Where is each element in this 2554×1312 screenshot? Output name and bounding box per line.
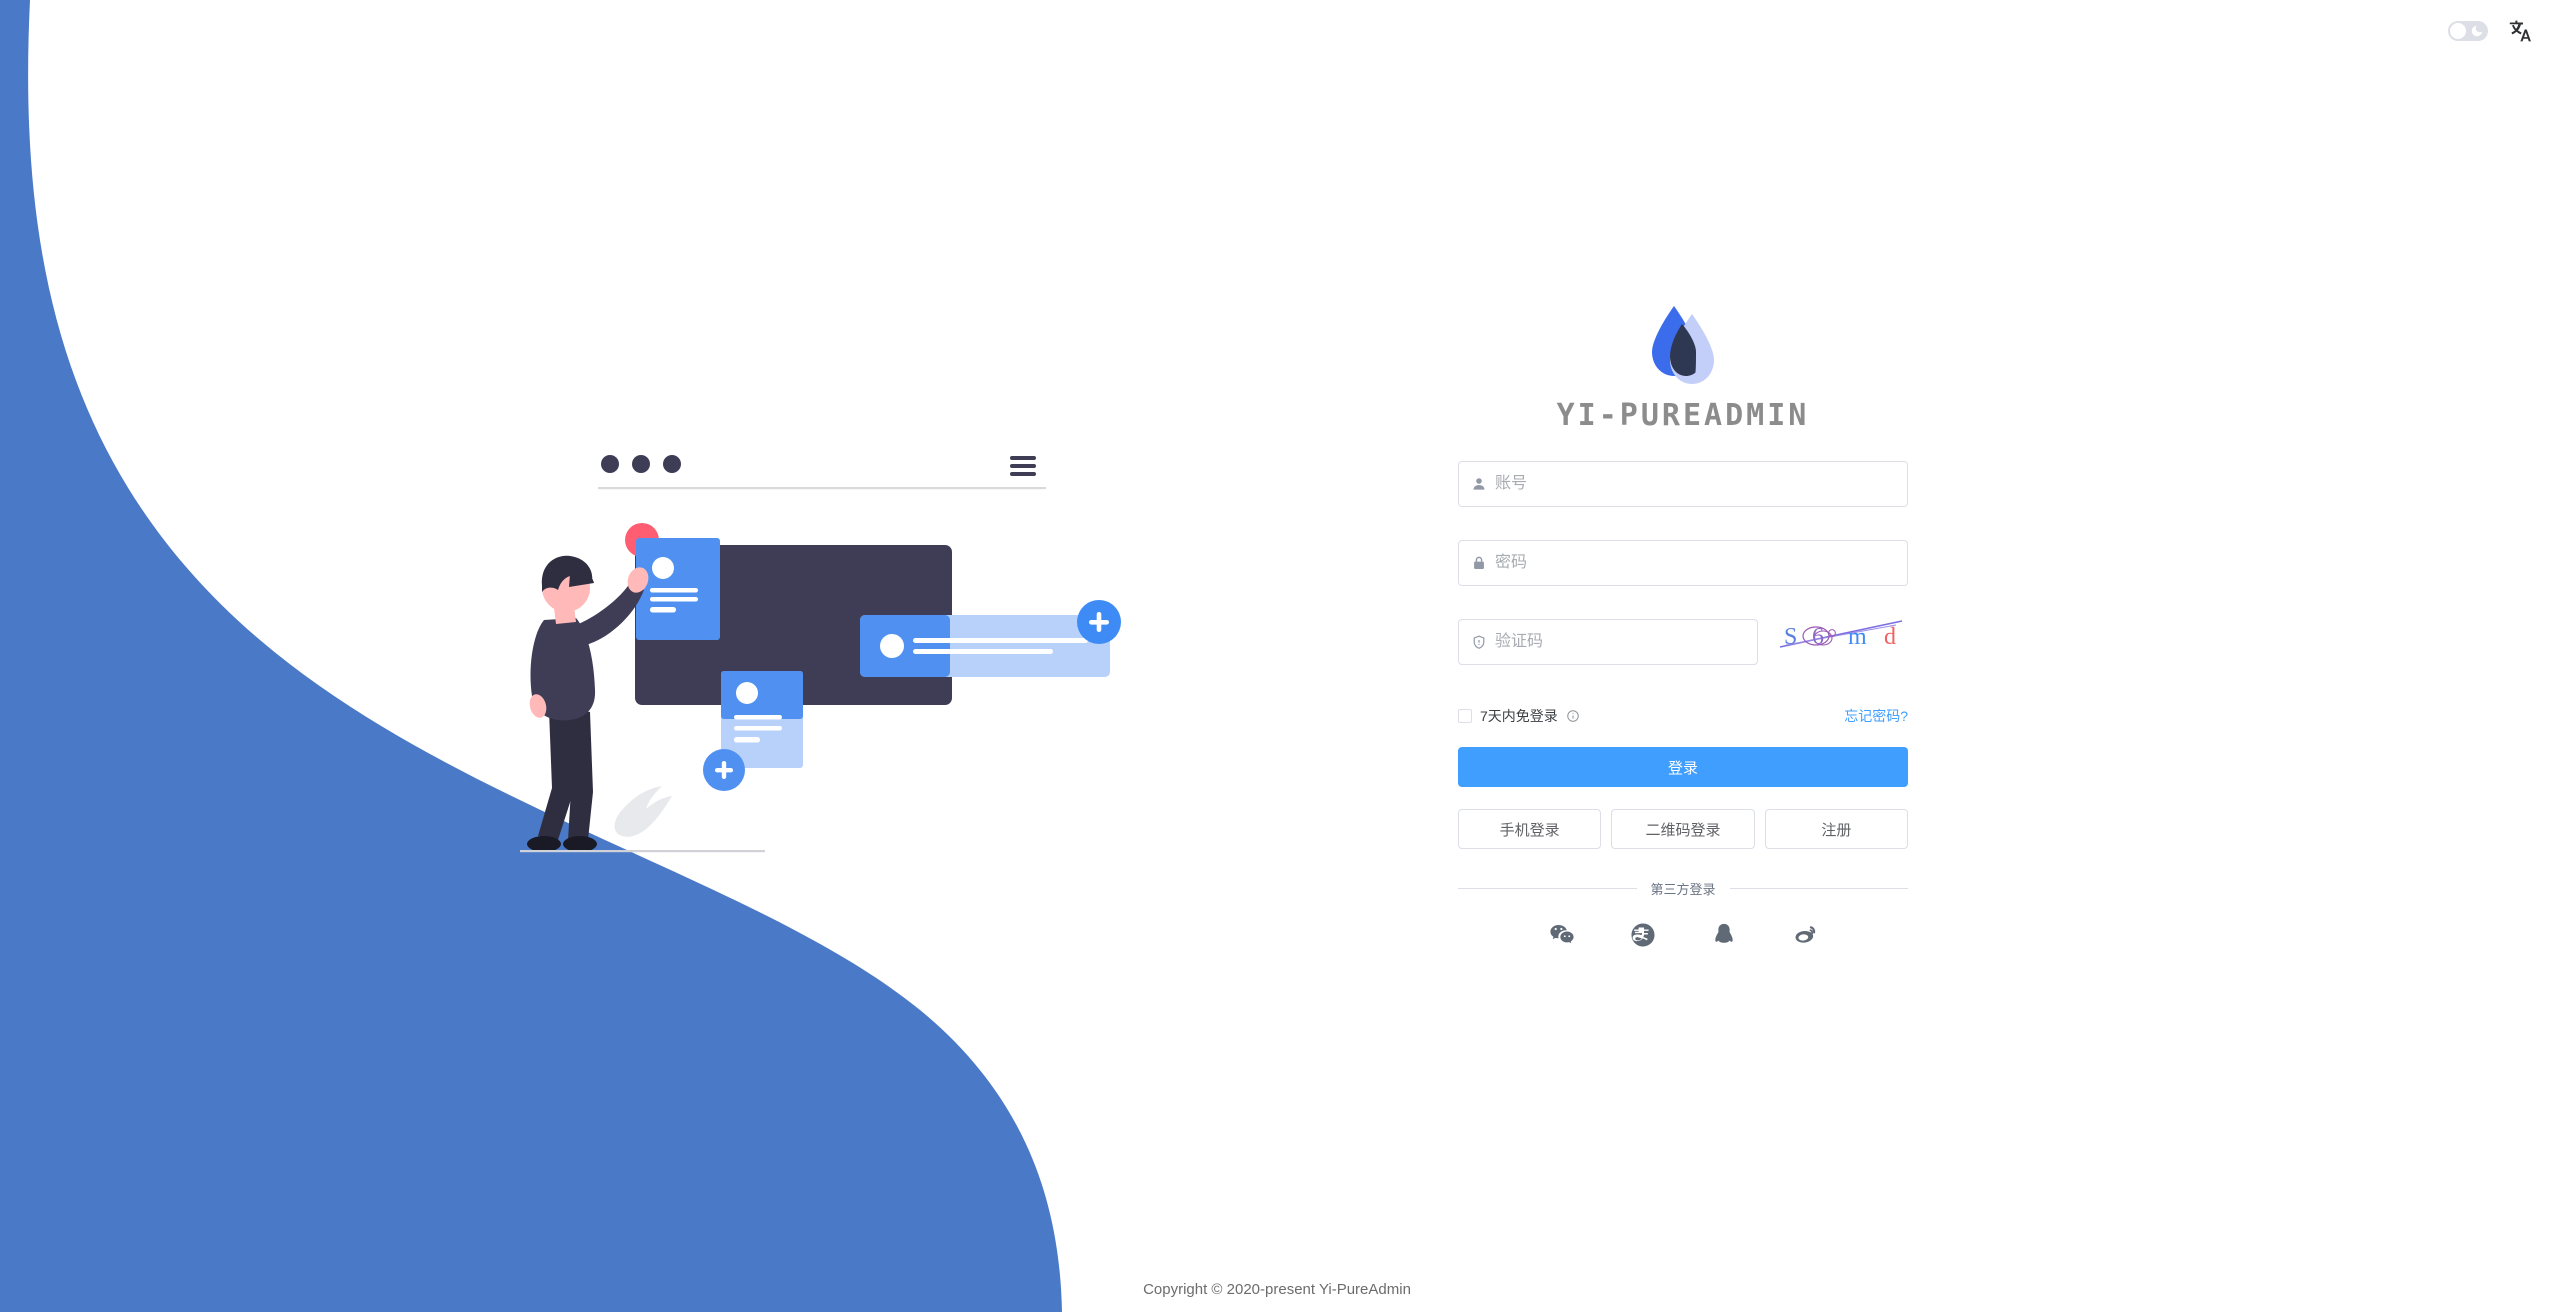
info-circle-icon[interactable]	[1566, 709, 1580, 723]
phone-login-button[interactable]: 手机登录	[1458, 809, 1602, 849]
footer-copyright: Copyright © 2020-present Yi-PureAdmin	[1143, 1281, 1411, 1298]
illustration-leaf	[614, 786, 672, 837]
weibo-icon[interactable]	[1792, 922, 1818, 948]
illustration-ground-line	[520, 850, 765, 853]
login-button[interactable]: 登录	[1458, 747, 1908, 787]
remember-label: 7天内免登录	[1480, 708, 1558, 724]
toggle-knob	[2450, 23, 2466, 39]
alt-login-buttons: 手机登录 二维码登录 注册	[1458, 809, 1908, 849]
user-icon	[1473, 478, 1485, 490]
captcha-input[interactable]	[1495, 620, 1745, 664]
username-field	[1458, 461, 1908, 507]
remember-me-control[interactable]: 7天内免登录	[1458, 706, 1580, 726]
remember-checkbox[interactable]	[1458, 709, 1472, 723]
page-title: YI-PUREADMIN	[1556, 398, 1810, 433]
dark-mode-toggle[interactable]	[2448, 21, 2488, 41]
divider-label: 第三方登录	[1650, 882, 1716, 897]
password-input[interactable]	[1495, 541, 1895, 585]
password-field	[1458, 540, 1908, 586]
top-controls	[2448, 18, 2532, 44]
divider-line-right	[1729, 888, 1909, 889]
shield-icon	[1473, 635, 1485, 649]
divider-line-left	[1458, 888, 1637, 889]
login-panel: YI-PUREADMIN	[1458, 300, 1909, 948]
qrcode-login-button[interactable]: 二维码登录	[1611, 809, 1755, 849]
svg-text:S: S	[1784, 624, 1797, 650]
svg-text:6: 6	[1812, 624, 1824, 650]
captcha-row: S 6 m d	[1458, 611, 1908, 685]
qq-icon[interactable]	[1711, 922, 1737, 948]
illustration-card-top	[636, 538, 720, 640]
illustration-browser-bar	[598, 455, 1046, 490]
logo-container	[1458, 300, 1908, 392]
third-party-divider: 第三方登录	[1458, 879, 1909, 898]
wechat-icon[interactable]	[1549, 922, 1575, 948]
login-illustration	[520, 455, 1121, 853]
alipay-icon[interactable]	[1630, 922, 1656, 948]
moon-icon	[2471, 25, 2483, 37]
water-drop-logo	[1652, 306, 1714, 384]
lock-icon	[1474, 556, 1484, 569]
captcha-image[interactable]: S 6 m d	[1776, 611, 1906, 657]
captcha-input-box[interactable]	[1458, 619, 1758, 665]
options-row: 7天内免登录 忘记密码?	[1458, 705, 1908, 727]
third-party-icons	[1458, 922, 1908, 948]
svg-text:d: d	[1884, 624, 1896, 650]
username-input[interactable]	[1495, 462, 1895, 506]
forgot-password-link[interactable]: 忘记密码?	[1844, 708, 1908, 724]
password-input-box[interactable]	[1458, 540, 1908, 586]
username-input-box[interactable]	[1458, 461, 1908, 507]
register-button[interactable]: 注册	[1764, 809, 1908, 849]
translate-icon[interactable]	[2506, 18, 2532, 44]
svg-text:m: m	[1848, 624, 1867, 650]
captcha-field	[1458, 619, 1758, 665]
